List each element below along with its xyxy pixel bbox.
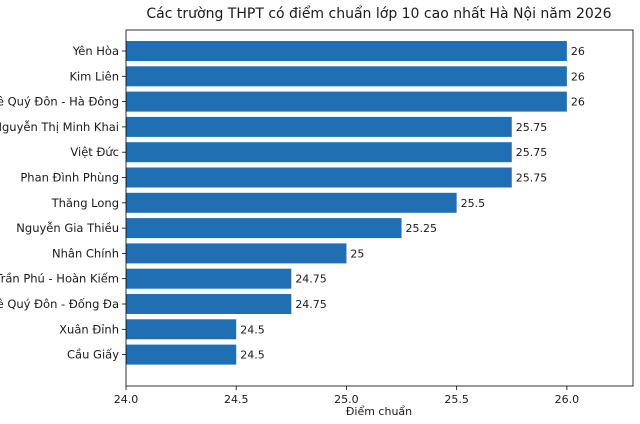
x-tick-label: 24.0 xyxy=(114,393,139,406)
bars-group xyxy=(126,41,567,365)
bar xyxy=(126,142,512,163)
category-label: Phan Đình Phùng xyxy=(20,171,119,185)
value-label: 25.75 xyxy=(516,121,548,134)
category-label: Thăng Long xyxy=(51,196,119,210)
category-label: Lê Quý Đôn - Hà Đông xyxy=(0,95,119,109)
value-label: 25.5 xyxy=(461,197,486,210)
value-labels: 26 26 26 25.75 25.75 25.75 25.5 25.25 25 24.75 24.… xyxy=(240,45,585,362)
bar xyxy=(126,116,512,137)
bar xyxy=(126,41,567,61)
value-label: 26 xyxy=(571,70,585,83)
x-tick-label: 26.0 xyxy=(555,393,580,406)
value-label: 24.75 xyxy=(295,298,327,311)
category-label: Yên Hòa xyxy=(72,44,119,58)
value-label: 25.75 xyxy=(516,146,548,159)
value-label: 25.25 xyxy=(406,222,438,235)
category-label: Kim Liên xyxy=(69,69,119,83)
x-tick-label: 25.0 xyxy=(334,393,359,406)
value-label: 25 xyxy=(350,247,364,260)
category-labels: Yên Hòa Kim Liên Lê Quý Đôn - Hà Đông Nguyễ… xyxy=(0,44,126,362)
value-label: 25.75 xyxy=(516,172,548,185)
category-label: Xuân Đỉnh xyxy=(59,322,119,336)
bar xyxy=(126,294,292,314)
bar xyxy=(126,319,237,340)
category-label: Nguyễn Thị Minh Khai xyxy=(0,120,119,134)
bar xyxy=(126,344,237,365)
category-label: Việt Đức xyxy=(70,145,119,159)
bar xyxy=(126,167,512,188)
bar xyxy=(126,91,567,112)
value-label: 24.75 xyxy=(295,273,327,286)
plot-frame xyxy=(125,29,634,387)
category-label: Lê Quý Đôn - Đống Đa xyxy=(0,297,119,311)
bar xyxy=(126,66,567,87)
chart-title: Các trường THPT có điểm chuẩn lớp 10 cao… xyxy=(146,5,611,22)
value-label: 24.5 xyxy=(240,323,265,336)
x-axis-ticks: 24.0 24.5 25.0 25.5 26.0 xyxy=(114,386,579,406)
bar xyxy=(126,268,292,289)
category-label: Cầu Giấy xyxy=(67,348,119,362)
value-label: 26 xyxy=(571,96,585,109)
bar xyxy=(126,218,402,239)
category-label: Trần Phú - Hoàn Kiếm xyxy=(0,272,119,286)
value-label: 24.5 xyxy=(240,349,265,362)
category-label: Nhân Chính xyxy=(52,246,119,260)
bar xyxy=(126,192,457,213)
x-tick-label: 25.5 xyxy=(444,393,469,406)
x-tick-label: 24.5 xyxy=(224,393,249,406)
value-label: 26 xyxy=(571,45,585,58)
category-label: Nguyễn Gia Thiều xyxy=(16,221,119,235)
x-axis-label: Điểm chuẩn xyxy=(346,405,412,418)
bar xyxy=(126,243,347,264)
